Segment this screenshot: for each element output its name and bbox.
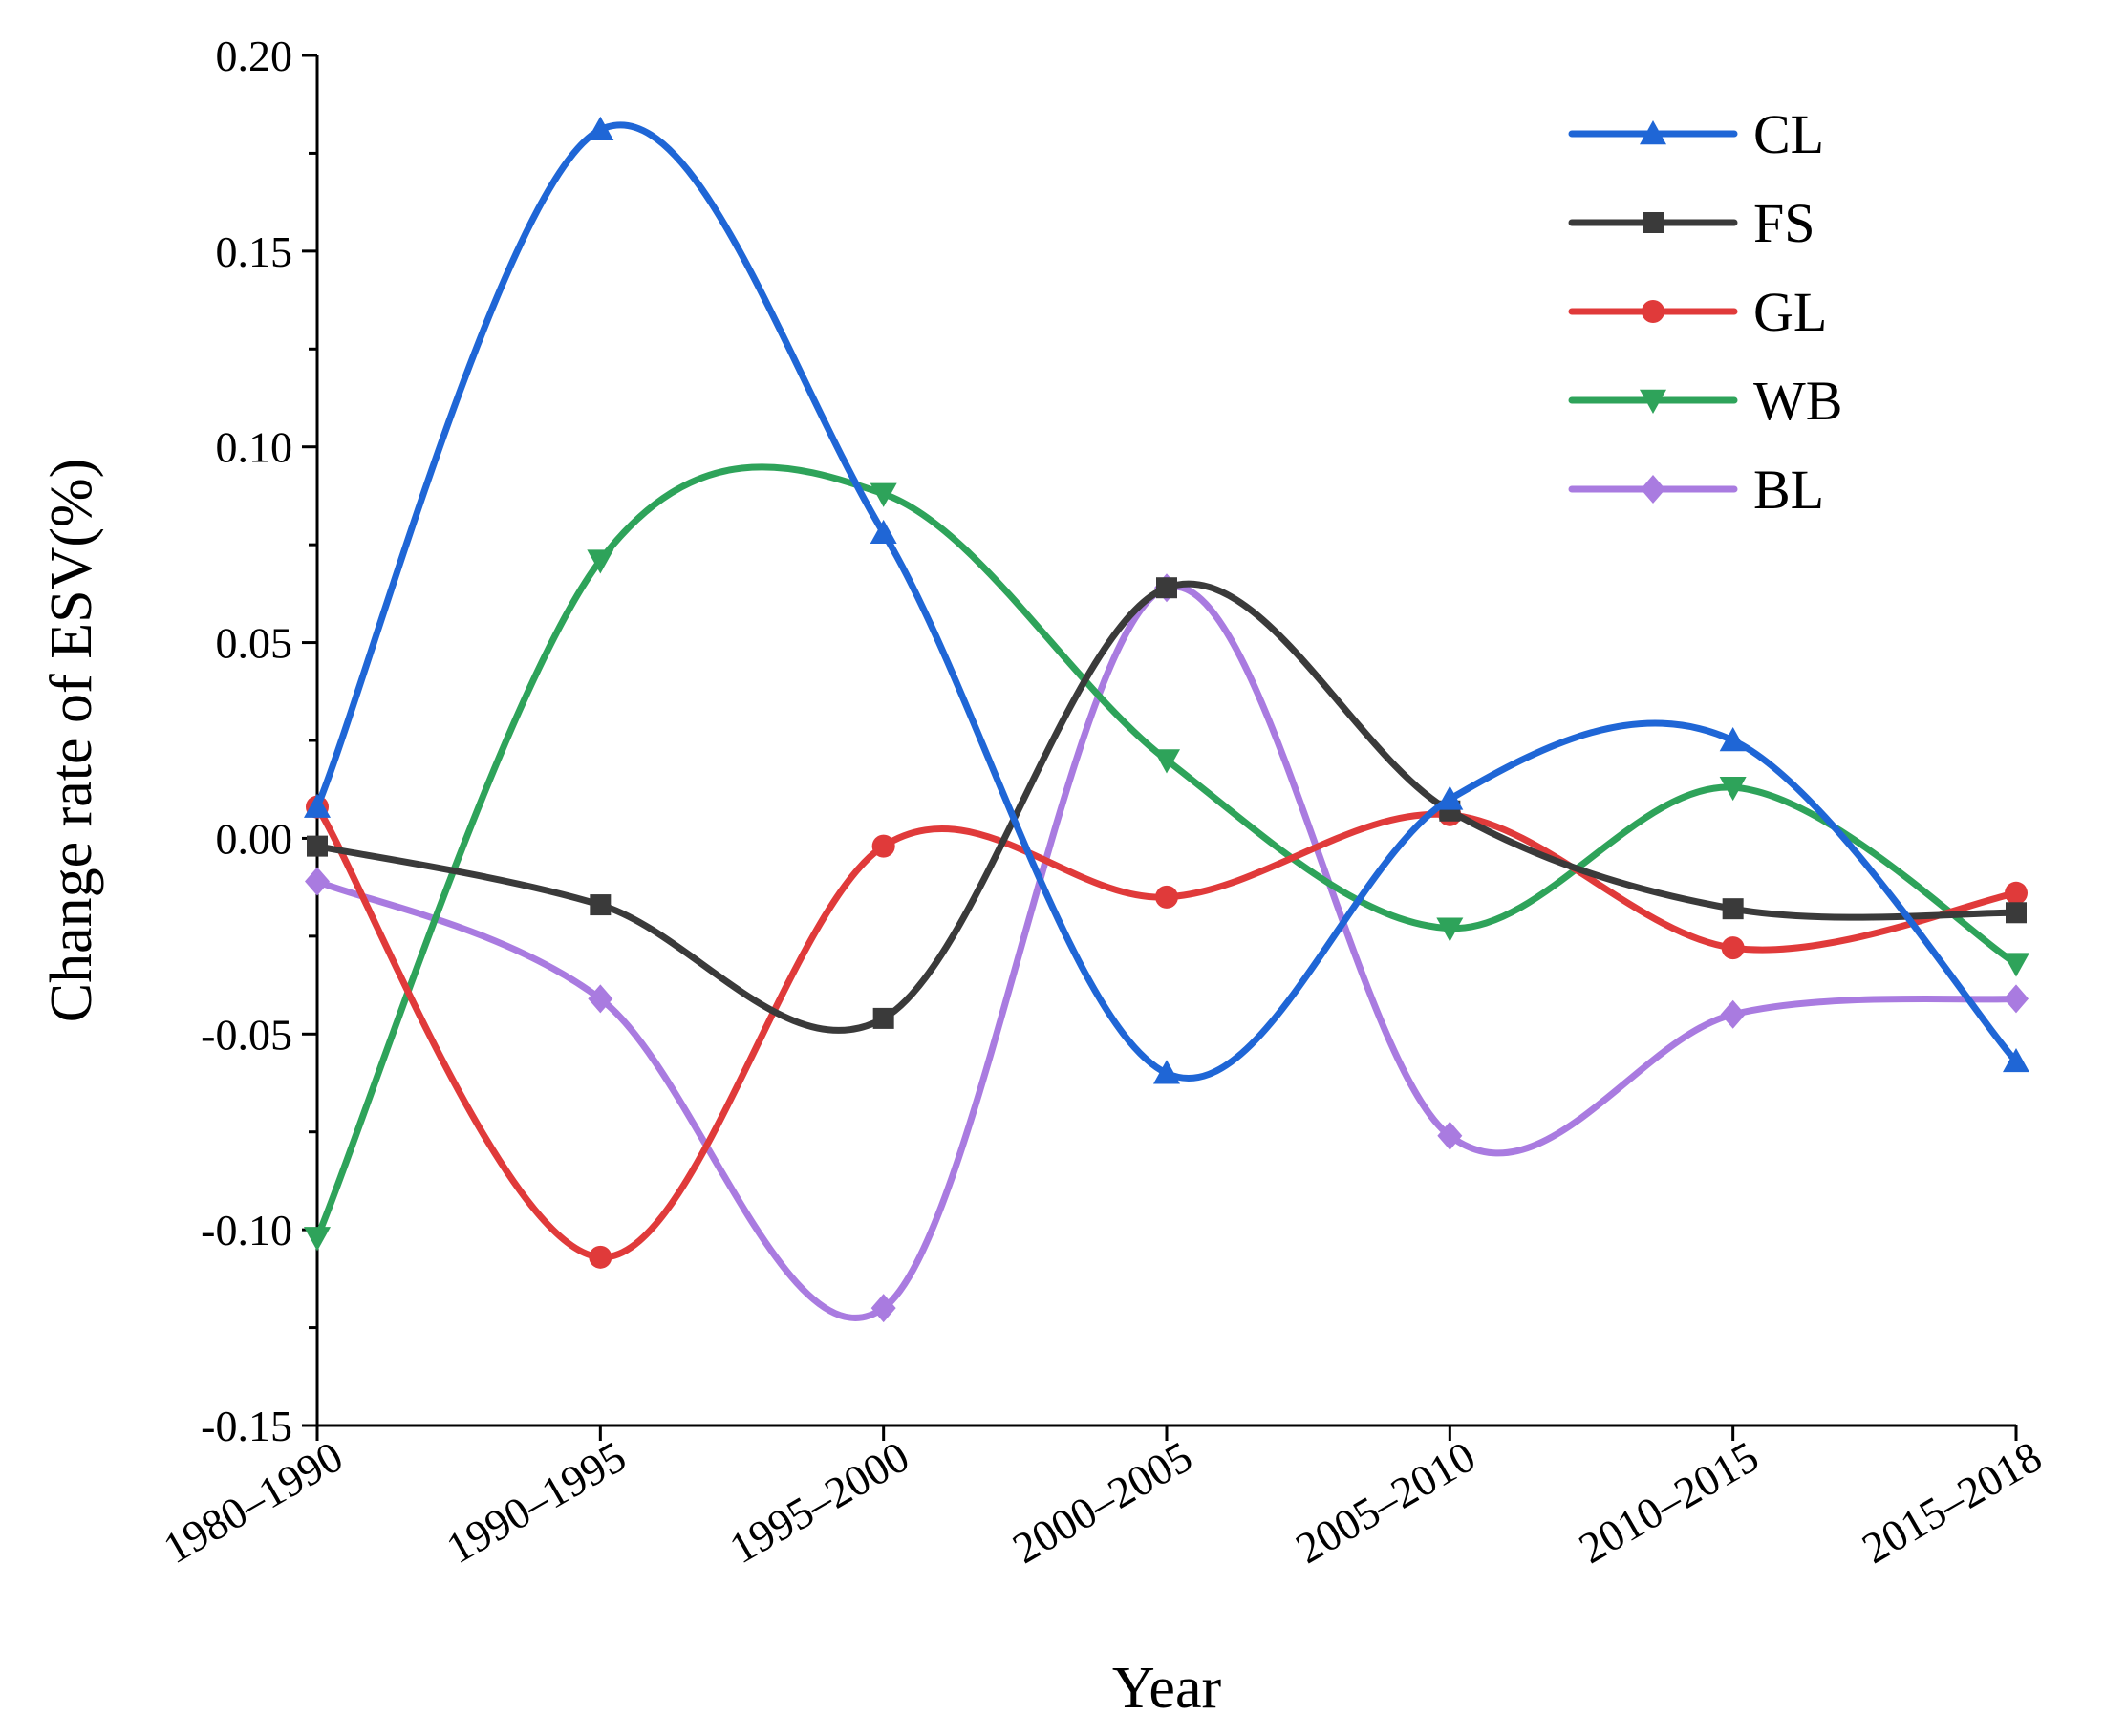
- data-point-cl: [2003, 1047, 2029, 1073]
- data-point-gl: [871, 834, 895, 858]
- y-tick-label: 0.15: [216, 227, 293, 276]
- legend-label-fs: FS: [1753, 192, 1815, 254]
- data-point-wb: [304, 1227, 331, 1252]
- data-point-cl: [870, 519, 897, 545]
- x-tick-label: 2000–2005: [1004, 1431, 1200, 1573]
- series-wb: [304, 463, 2029, 1252]
- legend-label-wb: WB: [1753, 370, 1842, 432]
- legend-item-gl: GL: [1568, 281, 1827, 343]
- data-point-wb: [2003, 953, 2029, 977]
- data-point-bl: [588, 984, 613, 1014]
- data-point-wb: [1153, 749, 1180, 774]
- data-point-wb: [587, 549, 614, 574]
- data-point-wb: [870, 482, 897, 507]
- data-point-bl: [870, 1294, 896, 1323]
- y-tick-label: 0.10: [216, 423, 293, 472]
- legend-marker-fs: [1643, 212, 1664, 233]
- series-cl: [304, 116, 2029, 1084]
- x-tick-label: 2015–2018: [1854, 1431, 2050, 1573]
- legend-label-bl: BL: [1753, 459, 1824, 521]
- data-point-gl: [1155, 885, 1178, 909]
- data-point-cl: [1436, 785, 1464, 810]
- data-point-fs: [590, 894, 612, 916]
- data-point-wb: [1436, 917, 1464, 942]
- legend-item-bl: BL: [1568, 459, 1824, 521]
- series-line-gl: [313, 804, 2020, 1261]
- y-tick-label: 0.05: [216, 619, 293, 668]
- data-point-gl: [1721, 936, 1745, 960]
- data-point-fs: [2006, 902, 2027, 924]
- data-point-gl: [2005, 881, 2028, 905]
- legend-label-gl: GL: [1753, 281, 1827, 343]
- data-point-bl: [2004, 984, 2029, 1014]
- y-tick-label: -0.05: [201, 1010, 292, 1059]
- series-layer: [304, 116, 2029, 1323]
- x-tick-label: 1990–1995: [439, 1431, 634, 1573]
- legend-label-cl: CL: [1753, 103, 1824, 165]
- data-point-cl: [1153, 1060, 1180, 1084]
- data-point-cl: [587, 116, 614, 141]
- data-point-fs: [1156, 577, 1177, 599]
- data-point-bl: [1437, 1121, 1463, 1150]
- series-fs: [307, 577, 2027, 1034]
- data-point-gl: [589, 1245, 612, 1269]
- x-tick-label: 1995–2000: [721, 1431, 917, 1573]
- data-point-cl: [1719, 727, 1747, 752]
- x-tick-label: 2005–2010: [1288, 1431, 1484, 1573]
- legend-item-fs: FS: [1568, 192, 1815, 254]
- y-tick-label: 0.00: [216, 814, 293, 863]
- data-point-fs: [1722, 898, 1744, 920]
- data-point-wb: [1719, 776, 1747, 802]
- data-point-fs: [307, 835, 328, 857]
- legend-marker-gl: [1642, 300, 1664, 323]
- x-tick-label: 2010–2015: [1571, 1431, 1767, 1573]
- data-point-fs: [872, 1007, 894, 1029]
- legend-marker-bl: [1641, 475, 1665, 504]
- series-gl: [306, 795, 2028, 1269]
- data-point-bl: [1720, 999, 1746, 1029]
- data-point-bl: [305, 867, 330, 896]
- legend-marker-cl: [1640, 120, 1666, 145]
- legend-item-wb: WB: [1568, 370, 1842, 432]
- legend: CL FS GL WB BL: [1568, 103, 1842, 521]
- y-tick-label: -0.15: [201, 1402, 292, 1450]
- y-tick-label: -0.10: [201, 1206, 292, 1254]
- y-axis-title: Change rate of ESV(%): [39, 459, 104, 1023]
- series-line-fs: [313, 580, 2020, 1034]
- x-axis-title: Year: [1112, 1656, 1222, 1721]
- axes: 0.20 0.15 0.10 0.05 0.00 -0.05 -0.10 -0.151980–…: [155, 32, 2050, 1573]
- legend-marker-wb: [1640, 389, 1666, 414]
- x-tick-label: 1980–1990: [155, 1431, 351, 1573]
- legend-item-cl: CL: [1568, 103, 1824, 165]
- y-tick-label: 0.20: [216, 32, 293, 80]
- data-point-cl: [304, 793, 331, 818]
- series-line-cl: [313, 121, 2020, 1082]
